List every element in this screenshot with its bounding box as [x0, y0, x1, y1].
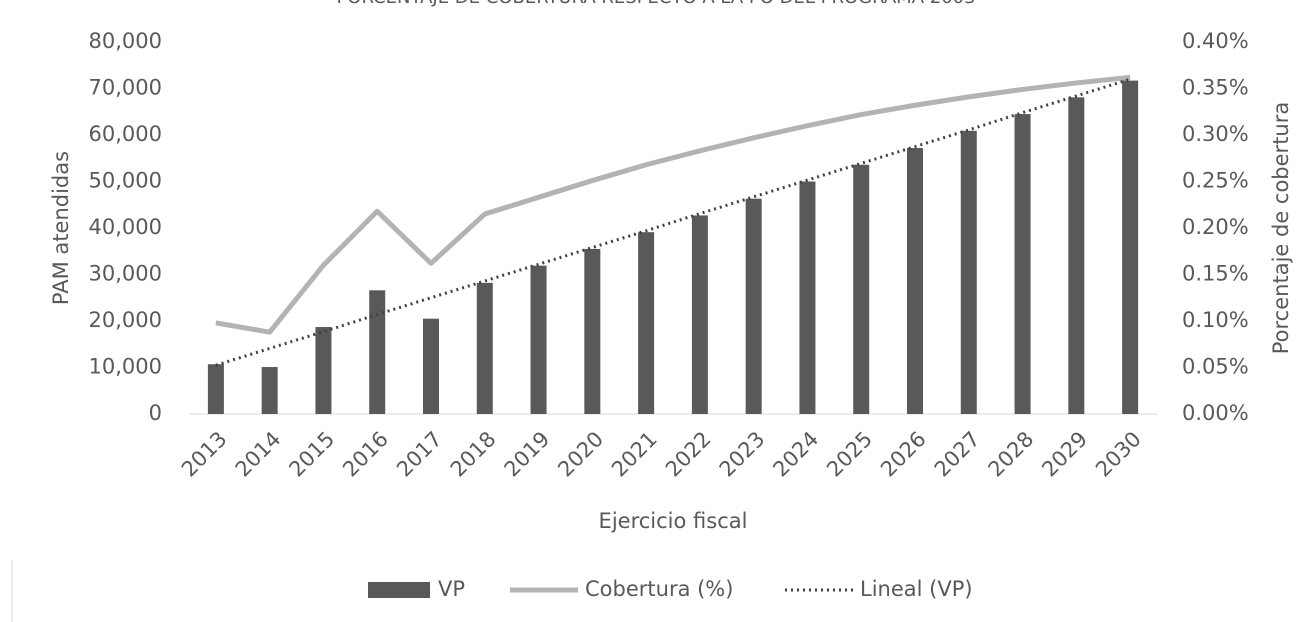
- legend-label: VP: [438, 577, 465, 601]
- x-tick-label: 2016: [338, 427, 393, 482]
- y-tick-label: 50,000: [89, 169, 162, 193]
- chart-title: PORCENTAJE DE COBERTURA RESPECTO A LA PO…: [336, 0, 975, 8]
- bar: [907, 148, 923, 414]
- bar: [530, 265, 547, 414]
- y-axis-label: PAM atendidas: [49, 151, 73, 305]
- y2-tick-label: 0.15%: [1182, 262, 1249, 286]
- x-tick-label: 2030: [1091, 427, 1146, 482]
- x-tick-label: 2024: [768, 427, 823, 482]
- y2-axis-label: Porcentaje de cobertura: [1269, 102, 1293, 355]
- x-tick-label: 2015: [284, 427, 339, 482]
- bar: [476, 282, 493, 414]
- x-tick-label: 2020: [553, 427, 608, 482]
- x-tick-label: 2022: [661, 427, 716, 482]
- trend-line: [215, 77, 1131, 367]
- bar: [960, 130, 977, 414]
- y-tick-label: 10,000: [89, 355, 162, 379]
- bar: [1014, 114, 1031, 414]
- bar: [315, 327, 332, 414]
- y2-tick-label: 0.10%: [1182, 308, 1249, 332]
- y-tick-label: 0: [149, 401, 162, 425]
- y2-tick-label: 0.05%: [1182, 355, 1249, 379]
- bar: [369, 290, 386, 414]
- bar: [261, 367, 278, 414]
- x-tick-label: 2014: [231, 427, 286, 482]
- x-tick-label: 2029: [1037, 427, 1092, 482]
- y-tick-label: 20,000: [89, 308, 162, 332]
- bar: [1068, 97, 1085, 415]
- legend-swatch: [368, 582, 430, 598]
- y-tick-label: 40,000: [89, 215, 162, 239]
- bar: [745, 198, 762, 414]
- x-tick-label: 2017: [392, 427, 447, 482]
- y-tick-label: 60,000: [89, 122, 162, 146]
- x-tick-label: 2028: [984, 427, 1039, 482]
- bar: [691, 215, 708, 414]
- x-tick-label: 2027: [930, 427, 985, 482]
- legend-label: Lineal (VP): [860, 577, 973, 601]
- bar: [853, 164, 870, 414]
- y2-tick-label: 0.30%: [1182, 122, 1249, 146]
- bar: [584, 248, 601, 414]
- bar: [423, 318, 439, 414]
- x-tick-label: 2019: [500, 427, 555, 482]
- x-tick-label: 2013: [177, 427, 232, 482]
- bar: [1122, 80, 1139, 414]
- y-tick-label: 30,000: [89, 262, 162, 286]
- y2-tick-label: 0.40%: [1182, 29, 1249, 53]
- y-tick-label: 70,000: [89, 76, 162, 100]
- bar: [207, 364, 224, 414]
- y-tick-label: 80,000: [89, 29, 162, 53]
- y2-tick-label: 0.25%: [1182, 169, 1249, 193]
- x-tick-label: 2021: [607, 427, 662, 482]
- x-tick-label: 2025: [822, 427, 877, 482]
- y2-tick-label: 0.20%: [1182, 215, 1249, 239]
- bar: [799, 181, 816, 414]
- x-tick-label: 2023: [715, 427, 770, 482]
- x-tick-label: 2018: [446, 427, 501, 482]
- line: [215, 74, 1131, 335]
- x-tick-label: 2026: [876, 427, 931, 482]
- legend-label: Cobertura (%): [585, 577, 733, 601]
- bar: [638, 232, 655, 414]
- x-axis-label: Ejercicio fiscal: [599, 509, 748, 533]
- y2-tick-label: 0.00%: [1182, 401, 1249, 425]
- y2-tick-label: 0.35%: [1182, 76, 1249, 100]
